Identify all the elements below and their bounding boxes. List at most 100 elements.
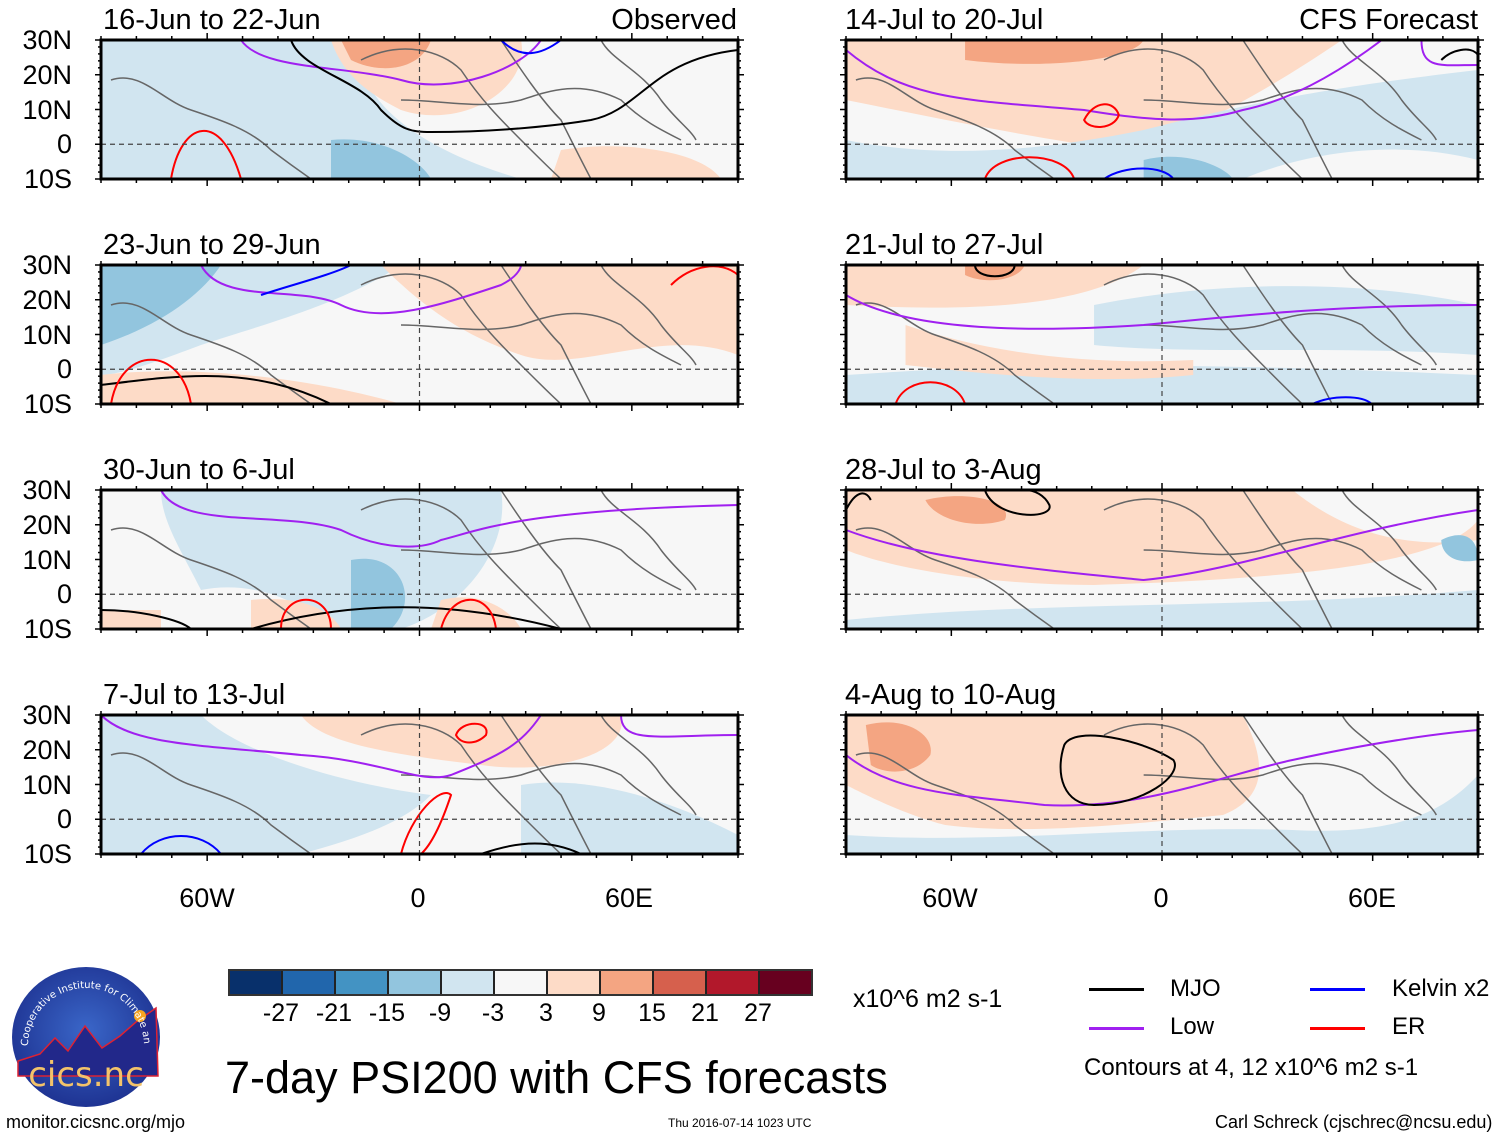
coastline — [1341, 714, 1437, 816]
lat-label: 30N — [22, 250, 72, 280]
coastline — [600, 39, 697, 141]
contour-line — [100, 714, 542, 779]
colorbar-label: -3 — [481, 999, 505, 1027]
panel-title-7: 28-Jul to 3-Aug — [845, 454, 1042, 486]
figure-title: 7-day PSI200 with CFS forecasts — [225, 1052, 888, 1103]
lon-label-0-right: 0 — [1153, 883, 1169, 913]
contour-line — [845, 729, 1479, 807]
lat-label: 0 — [56, 804, 72, 835]
map-frame — [844, 488, 1480, 631]
contour-line — [845, 492, 872, 511]
panel-title-5: 14-Jul to 20-Jul — [845, 4, 1044, 36]
anomaly-shading — [331, 139, 431, 179]
colorbar-label: 9 — [592, 999, 606, 1027]
legend-line-mjo — [1089, 988, 1144, 991]
panel-title-4: 7-Jul to 13-Jul — [103, 679, 286, 711]
lon-label-60e-right: 60E — [1347, 883, 1397, 913]
coastline — [855, 77, 1055, 180]
coastline — [110, 77, 312, 180]
lat-label: 10S — [23, 164, 72, 194]
contour-line — [1083, 103, 1120, 128]
cfs-forecast-label: CFS Forecast — [1299, 4, 1478, 36]
colorbar — [228, 969, 813, 996]
anomaly-shading — [341, 40, 431, 69]
coastline — [110, 302, 312, 405]
lat-label: 10N — [22, 94, 72, 125]
contour-line — [100, 609, 192, 630]
coastline — [1242, 264, 1333, 405]
lon-label-60w-left: 60W — [179, 883, 235, 913]
coastline — [1103, 273, 1303, 405]
lat-label: 30N — [22, 475, 72, 505]
contour-line — [140, 835, 222, 855]
legend-line-er — [1310, 1027, 1365, 1030]
anomaly-shading — [101, 265, 221, 345]
lat-label: 30N — [22, 25, 72, 55]
coastline — [1341, 489, 1437, 591]
colorbar-label: -27 — [262, 999, 300, 1027]
coastline — [600, 489, 697, 591]
coastline — [855, 752, 1055, 855]
contour-note: Contours at 4, 12 x10^6 m2 s-1 — [1084, 1054, 1419, 1081]
contour-line — [1420, 39, 1479, 67]
coastline — [500, 714, 592, 855]
panel-title-2: 23-Jun to 29-Jun — [103, 229, 321, 261]
lat-label: 10S — [23, 614, 72, 644]
map-panel — [95, 708, 744, 861]
logo-text: cics.nc — [28, 1055, 144, 1095]
map-frame — [844, 38, 1480, 181]
legend-label-kelvin: Kelvin x2 — [1392, 975, 1490, 1002]
colorbar-segment — [442, 971, 495, 994]
coastline — [360, 273, 562, 405]
lat-label: 30N — [22, 700, 72, 730]
lat-label: 0 — [56, 579, 72, 610]
lat-label: 10N — [22, 544, 72, 575]
contour-line — [845, 509, 1479, 582]
contour-line — [1311, 396, 1373, 405]
map-frame — [844, 713, 1480, 856]
lat-label: 10S — [23, 389, 72, 419]
coastline — [1103, 48, 1303, 180]
contour-line — [845, 39, 1383, 121]
lat-label: 0 — [56, 354, 72, 385]
contour-line — [160, 489, 739, 548]
lon-label-60e-left: 60E — [604, 883, 654, 913]
coastline — [855, 527, 1055, 630]
colorbar-label: 3 — [539, 999, 553, 1027]
coastline — [1242, 714, 1333, 855]
map-panel — [840, 708, 1484, 861]
map-panel — [95, 258, 744, 411]
coastline — [110, 527, 312, 630]
anomaly-shading — [1441, 535, 1478, 562]
legend-line-kelvin — [1310, 988, 1365, 991]
coastline — [1242, 489, 1333, 630]
anomaly-shading — [965, 265, 1025, 281]
contour-line — [1103, 167, 1175, 180]
colorbar-segment — [389, 971, 442, 994]
coastline — [1341, 264, 1437, 366]
colorbar-label: -15 — [368, 999, 406, 1027]
coastline — [1143, 87, 1422, 141]
footer-url[interactable]: monitor.cicsnc.org/mjo — [6, 1112, 186, 1132]
map-frame — [99, 488, 740, 631]
colorbar-segment — [283, 971, 336, 994]
colorbar-label: 21 — [691, 999, 719, 1027]
contour-line — [500, 39, 562, 55]
coastline — [855, 302, 1055, 405]
contour-line — [440, 598, 497, 630]
legend-label-low: Low — [1170, 1013, 1215, 1040]
colorbar-label: -21 — [315, 999, 353, 1027]
coastline — [600, 264, 697, 366]
lat-label: 20N — [22, 734, 72, 765]
observed-label: Observed — [611, 4, 737, 36]
contour-line — [983, 156, 1076, 180]
anomaly-shading — [351, 558, 406, 629]
anomaly-shading — [381, 265, 738, 360]
contour-line — [110, 358, 192, 405]
footer-author: Carl Schreck (cjschrec@ncsu.edu) — [1215, 1112, 1493, 1132]
coastline — [1143, 312, 1422, 366]
anomaly-shading — [965, 40, 1144, 64]
colorbar-segment — [601, 971, 654, 994]
coastline — [400, 87, 682, 141]
anomaly-shading — [521, 782, 738, 854]
